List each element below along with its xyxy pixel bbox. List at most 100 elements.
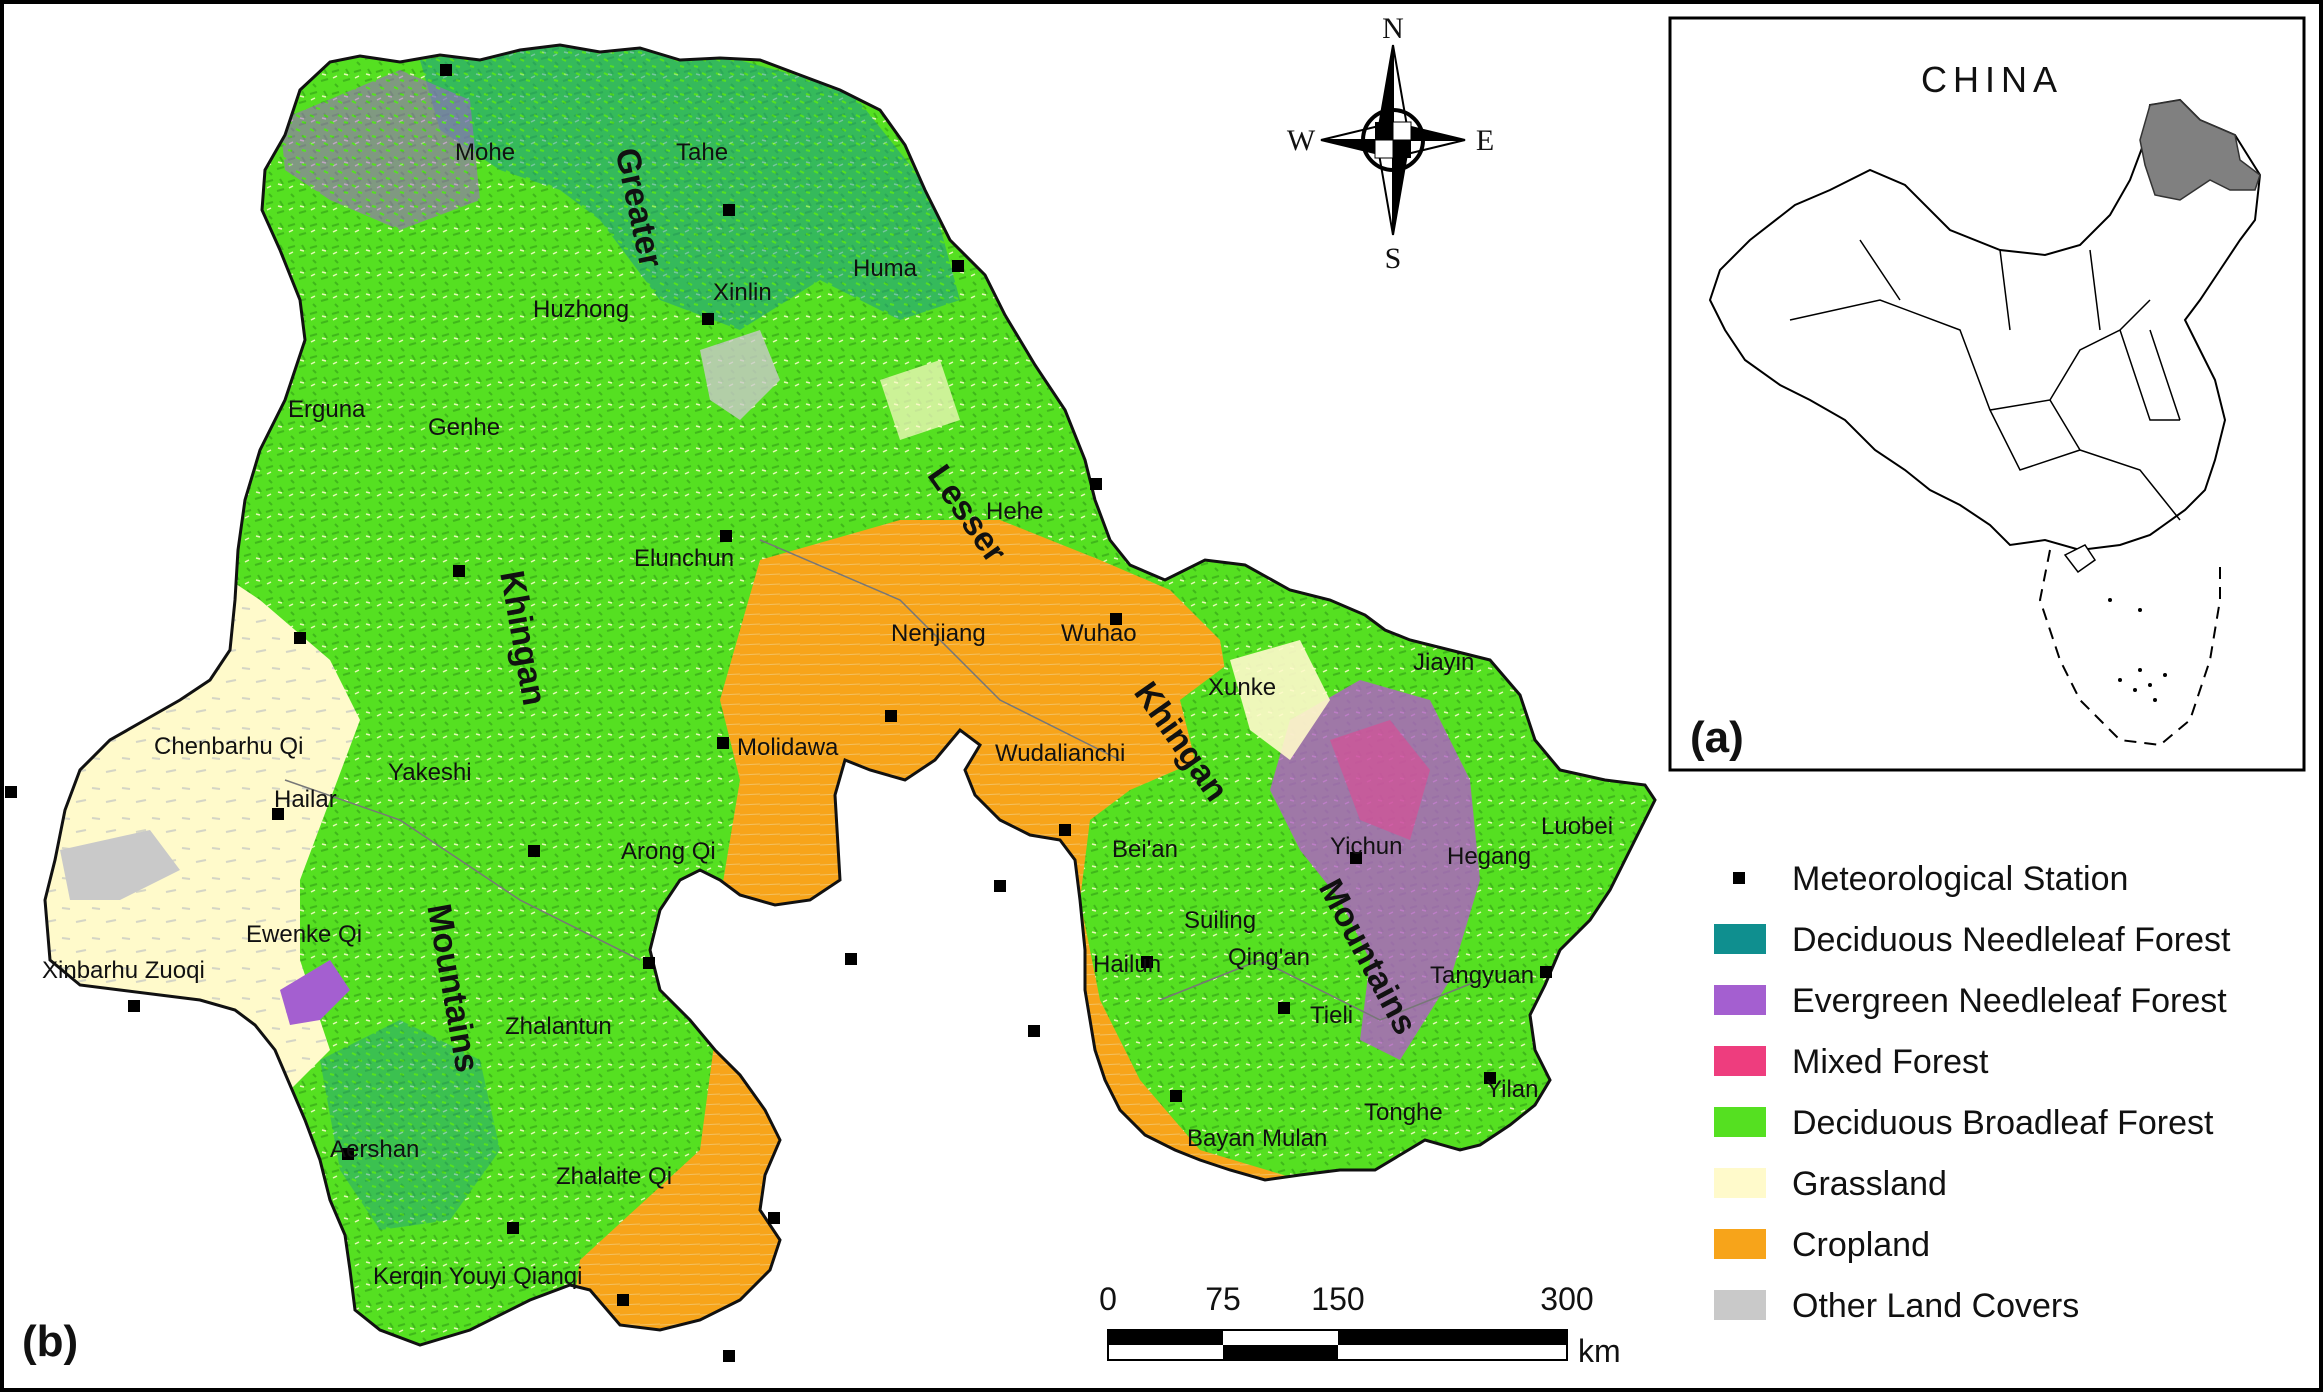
station-marker [643,957,655,969]
station-marker [720,530,732,542]
town-label: Genhe [428,414,500,441]
station-marker [507,1222,519,1234]
scale-tick-300: 300 [1540,1281,1593,1317]
legend-label: Mixed Forest [1792,1043,1989,1081]
station-marker [440,64,452,76]
legend-label: Deciduous Broadleaf Forest [1792,1104,2214,1142]
town-label: Wuhao [1061,620,1137,647]
compass-e-label: E [1476,124,1494,157]
town-label: Chenbarhu Qi [154,733,303,760]
station-marker [294,632,306,644]
station-marker [128,1000,140,1012]
inset-title: CHINA [1921,59,2063,100]
compass-w-label: W [1287,124,1316,157]
station-marker [723,204,735,216]
town-label: Arong Qi [621,838,716,865]
legend-swatch [1714,924,1766,954]
town-label: Jiayin [1413,649,1474,676]
station-marker [768,1212,780,1224]
other-land-cover-area [60,830,180,900]
land-cover-map [43,43,1657,1347]
legend-swatch [1714,1229,1766,1259]
town-label: Wudalianchi [995,740,1125,767]
deciduous-needleleaf-north-area [420,45,960,330]
station-marker [342,1148,354,1160]
legend-item: Meteorological Station [1733,860,2128,898]
town-labels: Mohe Tahe Huma Xinlin Huzhong Erguna Gen… [42,139,1613,1290]
town-label: Kerqin Youyi Qianqi [373,1263,582,1290]
town-label: Huzhong [533,296,629,323]
legend-label: Other Land Covers [1792,1287,2079,1325]
station-marker [528,845,540,857]
station-marker [1028,1025,1040,1037]
panel-label-b: (b) [22,1317,78,1366]
legend-item: Deciduous Broadleaf Forest [1714,1104,2214,1142]
mixed-forest-area [1330,720,1430,840]
town-label: Tonghe [1364,1099,1443,1126]
scale-bar: 0 75 150 300 km [1099,1281,1621,1369]
station-marker [1110,613,1122,625]
meteorological-stations [5,64,1552,1362]
legend-swatch [1714,1290,1766,1320]
town-label: Aershan [330,1136,419,1163]
south-sea-islands [2108,598,2167,702]
town-label: Molidawa [737,734,839,761]
station-marker [994,880,1006,892]
scale-tick-150: 150 [1311,1281,1364,1317]
legend-label: Deciduous Needleleaf Forest [1792,921,2231,959]
town-label: Luobei [1541,813,1613,840]
compass-s-label: S [1385,242,1402,275]
legend-swatch [1714,1107,1766,1137]
scale-unit: km [1578,1333,1621,1369]
station-marker [272,808,284,820]
legend-item: Evergreen Needleleaf Forest [1714,982,2227,1020]
station-marker [1059,824,1071,836]
town-label: Suiling [1184,907,1256,934]
station-marker [845,953,857,965]
station-marker [1540,966,1552,978]
station-marker [723,1350,735,1362]
town-label: Tieli [1310,1002,1353,1029]
province-boundaries [1789,239,2181,521]
china-outline [1708,98,2262,552]
town-label: Hailun [1093,951,1161,978]
station-marker [1278,1002,1290,1014]
station-marker [952,260,964,272]
grassland-xunke-area [1230,640,1330,760]
inset-china-map: CHINA (a) [1668,16,2306,772]
scale-tick-0: 0 [1099,1281,1117,1317]
station-marker [702,313,714,325]
town-label: Bayan [1187,1125,1255,1152]
station-marker [1141,956,1153,968]
town-label: Ewenke Qi [246,921,362,948]
station-marker [1090,478,1102,490]
town-label: Yilan [1486,1076,1538,1103]
study-area-highlight [2139,99,2261,201]
town-label: Nenjiang [891,620,986,647]
station-marker [453,565,465,577]
town-label: Mulan [1262,1125,1327,1152]
legend-item: Other Land Covers [1714,1287,2079,1325]
town-label: Elunchun [634,545,734,572]
north-arrow: N S E W [1287,12,1494,275]
town-label: Tangyuan [1430,962,1534,989]
legend-label: Meteorological Station [1792,860,2128,898]
legend-item: Grassland [1714,1165,1947,1203]
town-label: Hegang [1447,843,1531,870]
station-marker [1350,852,1362,864]
south-china-sea-boundary [2038,549,2221,747]
scale-tick-75: 75 [1205,1281,1241,1317]
station-symbol [1733,872,1745,884]
town-label: Hailar [274,786,337,813]
deciduous-needleleaf-south-area [320,1020,500,1230]
town-label: Qing'an [1228,944,1310,971]
town-label: Yichun [1330,833,1403,860]
town-label: Bei'an [1112,836,1178,863]
town-label: Mohe [455,139,515,166]
legend: Meteorological Station Deciduous Needlele… [1714,860,2231,1325]
town-label: Huma [853,255,918,282]
station-marker [5,786,17,798]
legend-item: Mixed Forest [1714,1043,1989,1081]
town-label: Tahe [676,139,728,166]
